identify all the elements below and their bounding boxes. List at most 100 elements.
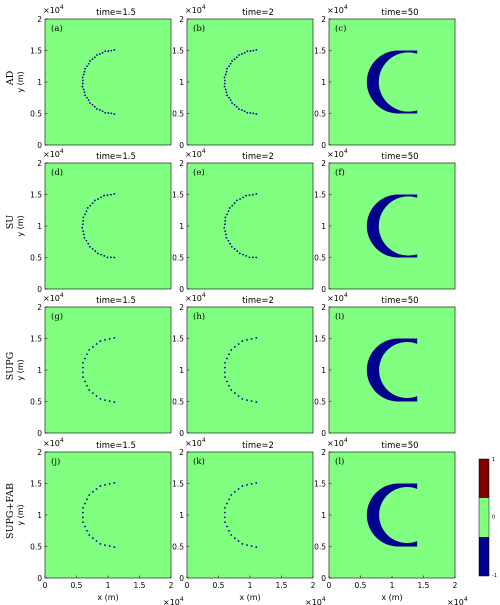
arc-dot bbox=[86, 207, 89, 209]
arc-dot bbox=[230, 389, 233, 391]
arc-dot bbox=[255, 546, 258, 548]
arc-dot bbox=[86, 96, 88, 99]
arc-dot bbox=[104, 111, 107, 114]
panel-background bbox=[45, 163, 171, 289]
arc-dot bbox=[113, 401, 116, 403]
colorbar-zero bbox=[479, 498, 489, 537]
arc-dot bbox=[84, 94, 87, 97]
y-tick-label: 1 bbox=[179, 511, 184, 520]
y-tick-label: 0.5 bbox=[30, 398, 42, 407]
arc-dot bbox=[86, 353, 88, 356]
arc-dot bbox=[87, 242, 90, 245]
colorbar-tick-label: 1 bbox=[492, 457, 495, 463]
x-tick-label: 0.5 bbox=[213, 581, 225, 590]
arc-dot bbox=[100, 196, 102, 199]
arc-dot bbox=[95, 540, 98, 542]
arc-dot bbox=[223, 516, 226, 519]
arc-dot bbox=[239, 198, 241, 200]
arc-dot bbox=[99, 543, 102, 545]
arc-dot bbox=[224, 506, 226, 509]
arc-dot bbox=[98, 53, 101, 55]
arc-dot bbox=[95, 343, 98, 345]
colorbar-negative bbox=[479, 537, 489, 576]
colorbar-positive bbox=[479, 459, 489, 498]
y-tick-label: 1 bbox=[321, 78, 326, 87]
arc-dot bbox=[95, 488, 98, 490]
arc-dot bbox=[255, 401, 258, 403]
arc-dot bbox=[233, 537, 236, 539]
arc-dot bbox=[226, 67, 229, 70]
arc-dot bbox=[246, 483, 248, 486]
y-tick-label: 0 bbox=[179, 285, 184, 294]
column-title: time=1.5 bbox=[96, 296, 136, 306]
arc-dot bbox=[91, 491, 94, 493]
arc-dot bbox=[223, 226, 226, 229]
y-tick-label: 0.5 bbox=[314, 543, 326, 552]
arc-dot bbox=[227, 210, 230, 213]
axis-exponent-label: ×104 bbox=[327, 437, 348, 448]
axis-exponent-label: ×104 bbox=[185, 292, 206, 303]
y-tick-label: 1.5 bbox=[30, 480, 42, 489]
arc-dot bbox=[248, 256, 251, 259]
y-tick-label: 0 bbox=[179, 574, 184, 583]
arc-dot bbox=[81, 371, 84, 374]
y-tick-label: 1 bbox=[179, 222, 184, 231]
panel-background bbox=[45, 19, 171, 145]
arc-dot bbox=[86, 65, 88, 68]
arc-dot bbox=[246, 544, 248, 547]
arc-dot bbox=[224, 521, 226, 524]
arc-dot bbox=[241, 485, 244, 487]
y-tick-label: 0.5 bbox=[172, 398, 184, 407]
y-tick-label: 0.5 bbox=[172, 543, 184, 552]
arc-dot bbox=[108, 545, 111, 548]
axis-exponent-label: ×104 bbox=[43, 437, 64, 448]
y-tick-label: 0.5 bbox=[314, 398, 326, 407]
arc-dot bbox=[231, 204, 234, 207]
arc-dot bbox=[245, 254, 248, 257]
arc-dot bbox=[104, 338, 106, 341]
column-title: time=1.5 bbox=[96, 152, 136, 162]
arc-dot bbox=[230, 245, 233, 248]
arc-dot bbox=[101, 110, 104, 113]
arc-dot bbox=[228, 384, 230, 387]
arc-dot bbox=[223, 76, 226, 79]
arc-dot bbox=[238, 54, 240, 56]
arc-dot bbox=[85, 210, 88, 213]
colorbar-frame bbox=[478, 458, 490, 577]
arc-dot bbox=[230, 349, 233, 351]
arc-dot bbox=[87, 99, 90, 102]
arc-dot bbox=[83, 236, 86, 239]
arc-dot bbox=[242, 253, 244, 256]
x-tick-label: 0 bbox=[185, 581, 190, 590]
arc-dot bbox=[228, 353, 230, 356]
crescent-region bbox=[366, 483, 418, 547]
axis-exponent-label: ×104 bbox=[447, 596, 468, 605]
y-tick-label: 1 bbox=[37, 78, 42, 87]
panel-label: (g) bbox=[51, 311, 63, 322]
arc-dot bbox=[104, 483, 106, 486]
y-axis-label: y (m) bbox=[16, 504, 25, 525]
y-tick-label: 1.5 bbox=[30, 191, 42, 200]
arc-dot bbox=[237, 343, 240, 345]
arc-dot bbox=[224, 361, 226, 364]
axis-exponent-label: ×104 bbox=[43, 292, 64, 303]
arc-dot bbox=[107, 50, 110, 52]
y-tick-label: 1.5 bbox=[172, 191, 184, 200]
arc-dot bbox=[250, 400, 253, 403]
arc-dot bbox=[233, 103, 236, 106]
row-label: SUPG+FAB bbox=[5, 483, 16, 539]
x-tick-label: 1.5 bbox=[418, 581, 430, 590]
arc-dot bbox=[93, 105, 96, 108]
arc-dot bbox=[81, 79, 84, 82]
arc-dot bbox=[107, 112, 110, 114]
arc-dot bbox=[225, 91, 228, 94]
arc-dot bbox=[106, 194, 109, 197]
panel-b: (b) time=2 ×104 0 0.5 1 1.5 2 bbox=[172, 4, 314, 150]
y-tick-label: 2 bbox=[179, 303, 184, 312]
arc-dot bbox=[242, 196, 244, 199]
y-tick-label: 1 bbox=[37, 366, 42, 375]
arc-dot bbox=[250, 545, 253, 548]
x-tick-label: 0.5 bbox=[71, 581, 83, 590]
row-label: AD bbox=[5, 70, 16, 86]
